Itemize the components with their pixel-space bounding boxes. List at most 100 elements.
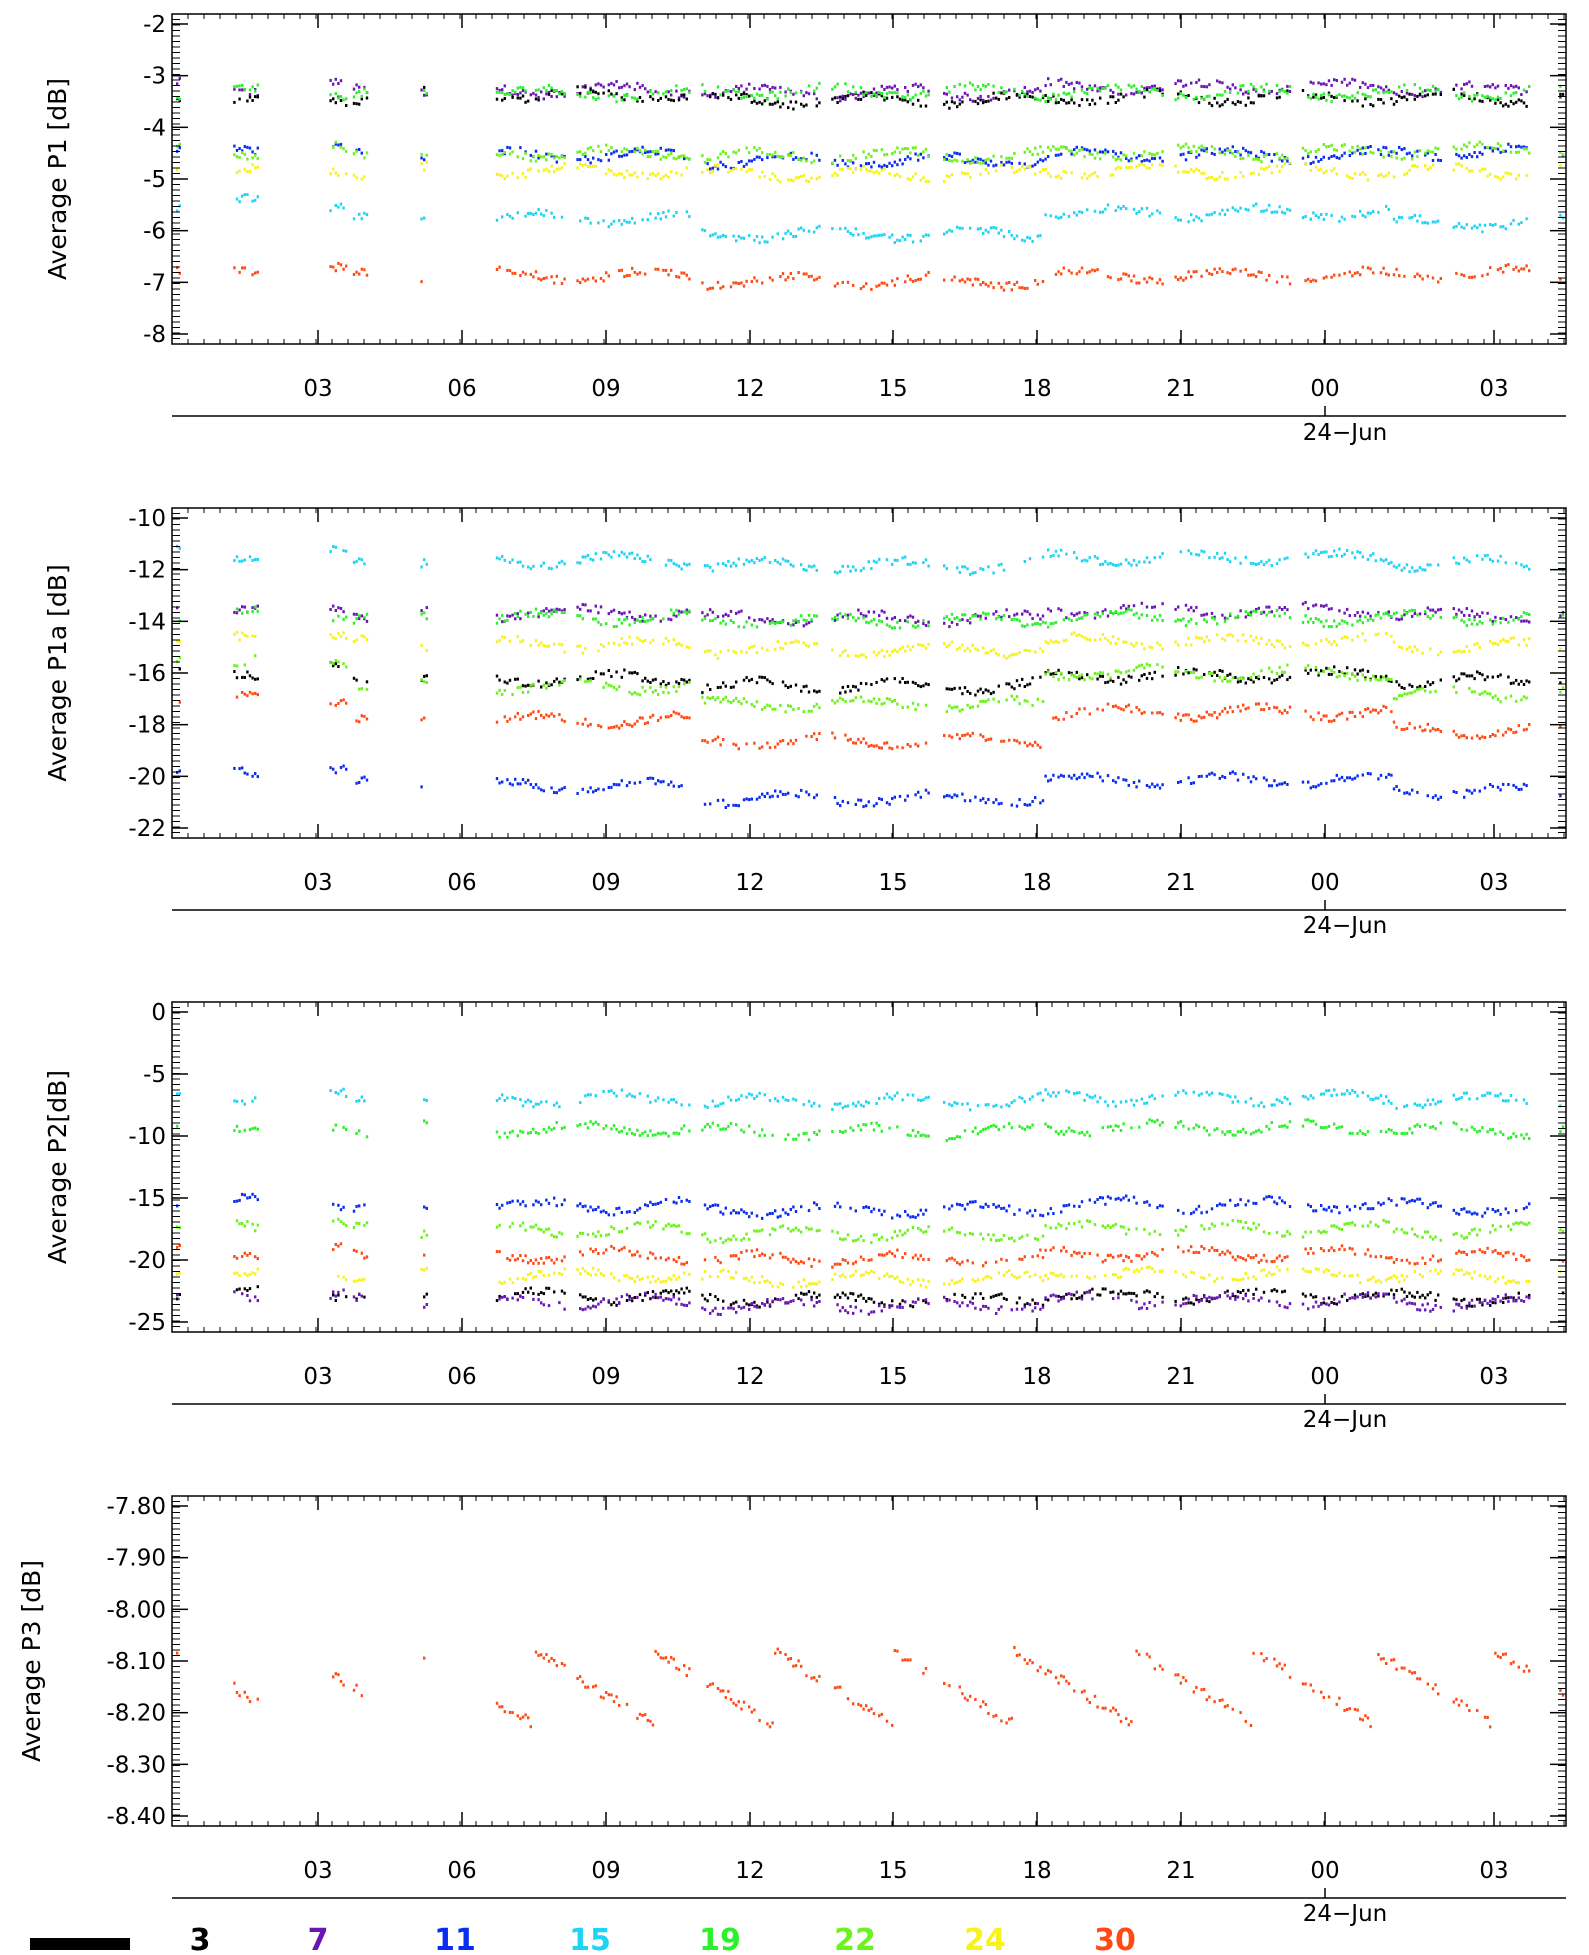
data-point xyxy=(1340,711,1344,715)
data-point xyxy=(547,566,551,570)
data-point xyxy=(1270,89,1273,93)
data-point xyxy=(555,95,558,99)
data-point xyxy=(345,665,348,669)
data-point xyxy=(540,1100,543,1104)
data-point xyxy=(631,551,634,555)
data-point xyxy=(706,158,709,161)
data-point xyxy=(1325,666,1328,670)
data-point xyxy=(779,155,782,159)
data-point xyxy=(1304,162,1307,166)
data-point xyxy=(716,615,720,619)
data-point xyxy=(618,172,621,176)
data-point xyxy=(1400,646,1403,650)
data-point xyxy=(976,161,980,164)
data-point xyxy=(1522,565,1526,569)
data-point xyxy=(815,104,818,108)
data-point xyxy=(891,95,894,99)
data-point xyxy=(893,626,896,630)
data-point xyxy=(1005,156,1008,160)
data-point xyxy=(1418,725,1422,729)
data-point xyxy=(607,83,610,87)
data-point xyxy=(1468,674,1471,678)
data-point xyxy=(737,89,740,93)
data-point xyxy=(680,715,683,719)
data-point xyxy=(922,86,925,90)
data-point xyxy=(688,646,691,649)
data-point xyxy=(423,158,426,162)
data-point xyxy=(1127,674,1130,678)
data-point xyxy=(542,609,545,613)
data-point xyxy=(1117,669,1120,673)
data-point xyxy=(1353,668,1357,672)
data-point xyxy=(612,550,616,554)
data-point xyxy=(1234,102,1237,106)
data-point xyxy=(776,232,779,236)
data-point xyxy=(360,177,363,181)
data-point xyxy=(1047,96,1050,100)
data-point xyxy=(1138,210,1141,214)
data-point xyxy=(688,1103,691,1107)
data-point xyxy=(1517,150,1520,154)
data-point xyxy=(1130,608,1133,612)
data-point xyxy=(233,632,236,636)
data-point xyxy=(345,97,348,101)
data-point xyxy=(256,157,259,160)
data-point xyxy=(701,691,704,695)
data-point xyxy=(1413,97,1416,101)
data-point xyxy=(722,619,725,623)
data-point xyxy=(992,801,995,804)
data-point xyxy=(685,608,688,612)
data-point xyxy=(1426,221,1429,225)
data-point xyxy=(979,88,982,92)
data-point xyxy=(605,172,608,176)
data-point xyxy=(332,604,335,608)
data-point xyxy=(750,797,753,801)
data-point xyxy=(1268,274,1271,277)
data-point xyxy=(1229,771,1232,775)
data-point xyxy=(334,659,337,663)
data-point xyxy=(1203,85,1206,89)
data-point xyxy=(1509,694,1513,698)
data-point xyxy=(1205,177,1208,181)
data-point xyxy=(784,710,787,714)
data-point xyxy=(979,614,982,618)
data-point xyxy=(1348,96,1351,100)
data-point xyxy=(969,161,972,165)
data-point xyxy=(1192,169,1195,173)
data-point xyxy=(1078,617,1081,620)
data-point xyxy=(1125,609,1128,613)
data-point xyxy=(854,227,857,231)
data-point xyxy=(1460,95,1463,99)
data-point xyxy=(987,737,990,741)
data-point xyxy=(1338,219,1341,223)
data-point xyxy=(776,794,779,798)
data-point xyxy=(1281,88,1284,92)
data-point xyxy=(1307,644,1310,647)
data-point xyxy=(1099,96,1102,100)
data-point xyxy=(943,91,946,95)
data-point xyxy=(753,276,756,280)
data-point xyxy=(560,787,564,791)
data-point xyxy=(714,163,717,167)
data-point xyxy=(810,565,813,569)
data-point xyxy=(761,557,764,561)
data-point xyxy=(599,623,603,627)
data-point xyxy=(948,175,951,179)
data-point xyxy=(1361,555,1364,559)
data-point xyxy=(1125,93,1128,97)
data-point xyxy=(1070,171,1073,175)
data-point xyxy=(1561,92,1565,96)
data-point xyxy=(1223,213,1227,216)
data-point xyxy=(1304,643,1307,647)
data-point xyxy=(1525,643,1528,647)
data-point xyxy=(958,152,961,156)
data-point xyxy=(1060,272,1063,276)
data-point xyxy=(233,100,236,104)
data-point xyxy=(883,655,886,659)
data-point xyxy=(989,649,993,653)
data-point xyxy=(1335,553,1338,557)
data-point xyxy=(1338,156,1341,160)
data-point xyxy=(995,617,998,621)
data-point xyxy=(849,737,852,741)
data-point xyxy=(584,717,587,721)
